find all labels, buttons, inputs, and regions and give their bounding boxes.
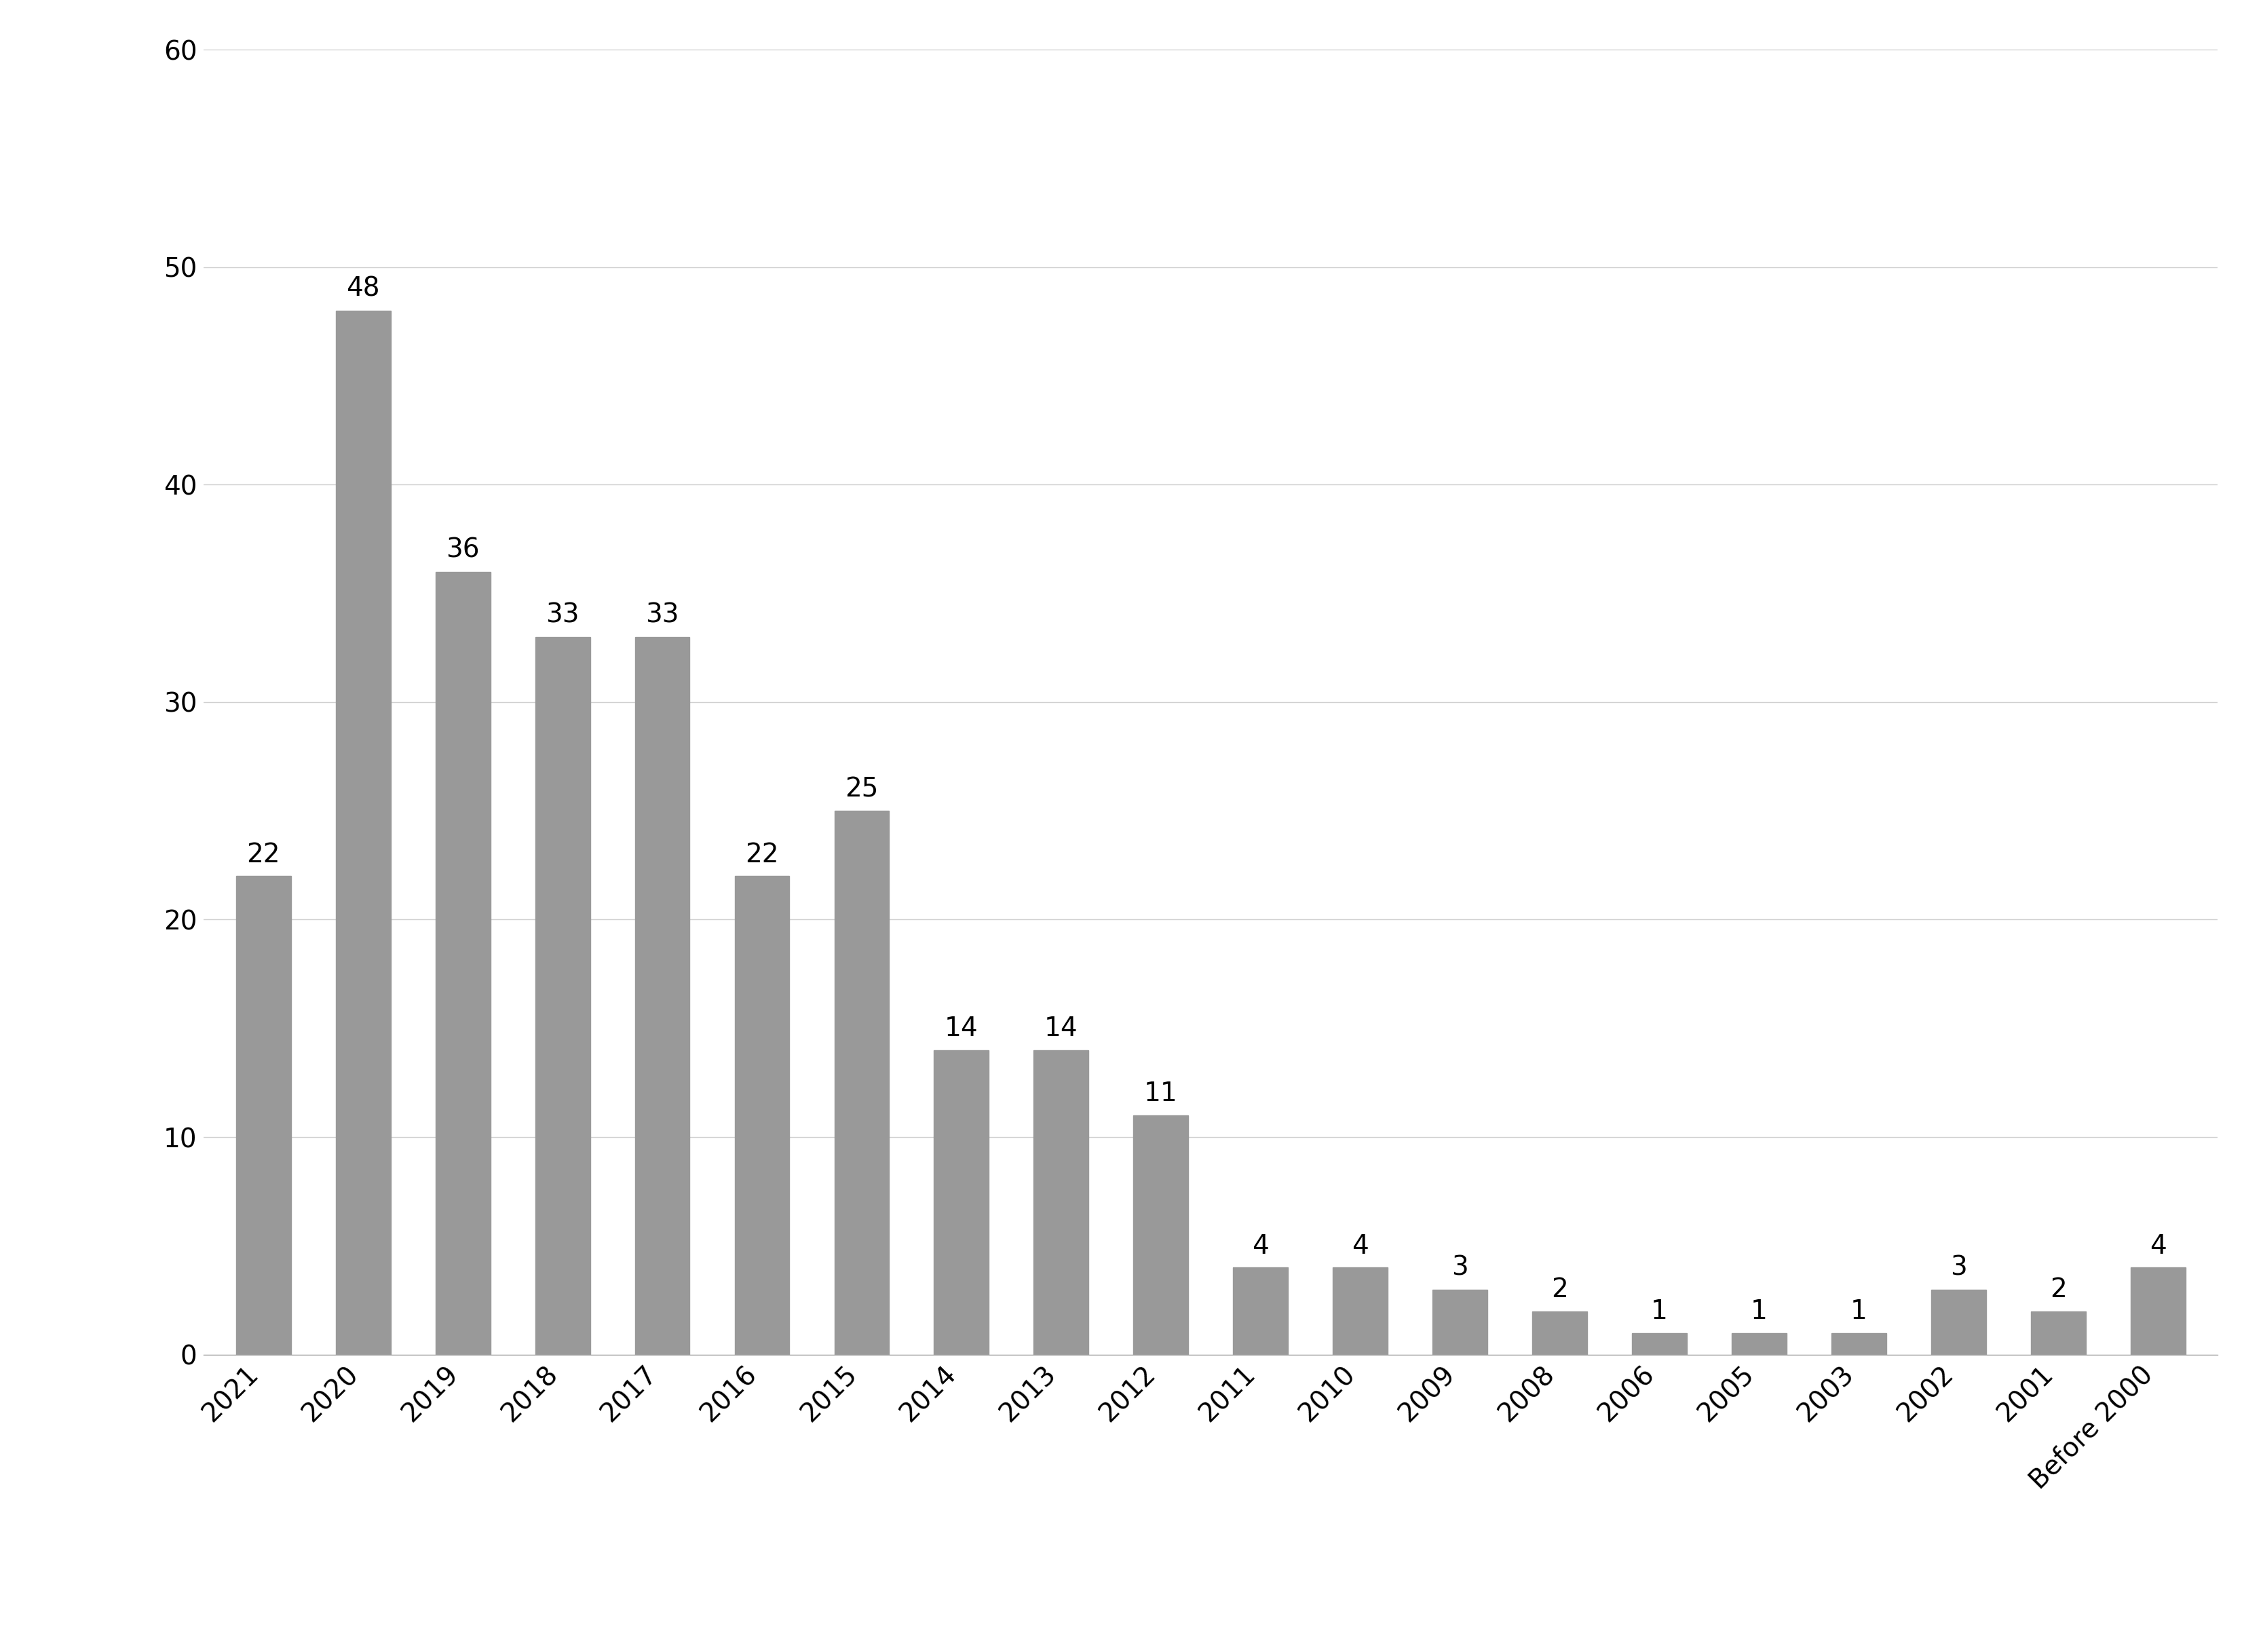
Bar [1233, 1267, 1288, 1355]
Bar [1134, 1115, 1188, 1355]
Text: 36: 36 [446, 537, 480, 563]
Text: 2: 2 [2050, 1277, 2066, 1302]
Text: 11: 11 [1145, 1080, 1177, 1107]
Text: 4: 4 [2150, 1232, 2166, 1259]
Bar [835, 811, 889, 1355]
Text: 33: 33 [545, 603, 579, 628]
Bar [935, 1051, 989, 1355]
Text: 4: 4 [1251, 1232, 1270, 1259]
Bar [534, 638, 591, 1355]
Bar [1532, 1312, 1586, 1355]
Text: 3: 3 [1951, 1256, 1967, 1280]
Bar [2030, 1312, 2086, 1355]
Bar [1034, 1051, 1089, 1355]
Bar [235, 876, 292, 1355]
Bar [1930, 1290, 1987, 1355]
Text: 48: 48 [346, 276, 380, 302]
Bar [636, 638, 690, 1355]
Text: 1: 1 [1752, 1298, 1767, 1325]
Bar [1632, 1333, 1686, 1355]
Text: 14: 14 [944, 1016, 978, 1041]
Text: 25: 25 [844, 776, 878, 803]
Bar [2129, 1267, 2186, 1355]
Text: 4: 4 [1351, 1232, 1369, 1259]
Text: 2: 2 [1550, 1277, 1568, 1302]
Text: 1: 1 [1851, 1298, 1867, 1325]
Bar [1333, 1267, 1387, 1355]
Bar [1432, 1290, 1487, 1355]
Text: 3: 3 [1451, 1256, 1469, 1280]
Bar [335, 311, 391, 1355]
Bar [1731, 1333, 1786, 1355]
Text: 33: 33 [645, 603, 679, 628]
Bar [735, 876, 790, 1355]
Bar [1831, 1333, 1887, 1355]
Text: 1: 1 [1652, 1298, 1668, 1325]
Bar [434, 572, 491, 1355]
Text: 22: 22 [745, 841, 778, 867]
Text: 14: 14 [1043, 1016, 1077, 1041]
Text: 22: 22 [247, 841, 281, 867]
